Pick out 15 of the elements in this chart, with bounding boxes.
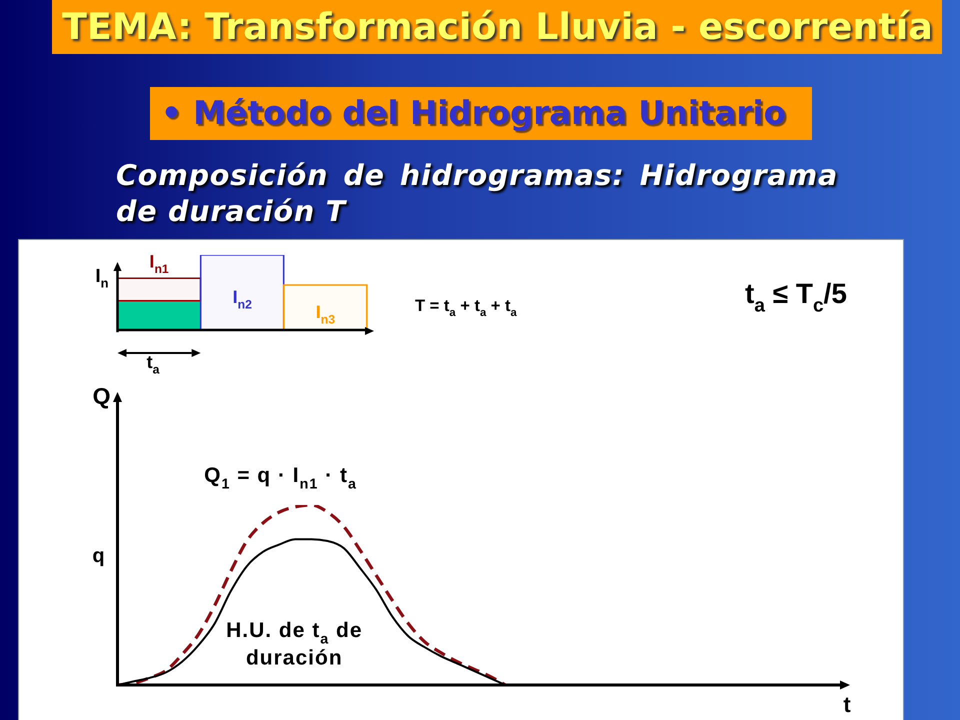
text: T = t$_{a}$ + t$_{a}$ + t$_{a}$ xyxy=(415,297,518,319)
text: • Método del Hidrograma Unitario xyxy=(161,93,786,134)
y-axis-title: Q xyxy=(92,383,110,409)
text: q xyxy=(92,545,105,567)
text: Composición de hidrogramas: Hidrograma de duración T xyxy=(116,158,838,230)
series-label: I$_{n3}$ xyxy=(316,302,336,327)
x-axis-title: t xyxy=(843,692,852,717)
y-axis-title: I$_{n}$ xyxy=(95,266,109,291)
series-label: I$_{n2}$ xyxy=(232,287,252,312)
series-label: H.U. de t$_{a}$ de duración xyxy=(226,619,363,670)
series-label: I$_{n1}$ xyxy=(149,252,169,276)
text: TEMA: Transformación Lluvia - escorrentía xyxy=(62,4,933,50)
text: t$_{a}$ xyxy=(146,352,160,376)
series-label: Q$_{1}$ = q · I$_{n1}$ · t$_{a}$ xyxy=(204,464,357,492)
text: t$_{a}$ ≤ T$_{c}$/5 xyxy=(745,278,847,316)
